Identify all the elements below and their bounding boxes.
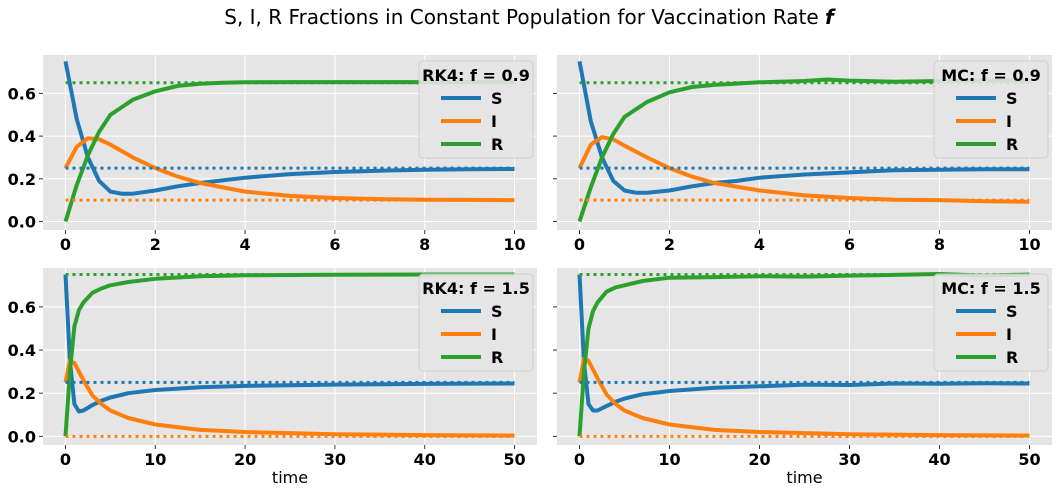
legend-label-R: R (491, 135, 503, 154)
legend-label-S: S (491, 302, 503, 321)
legend-label-R: R (1006, 348, 1018, 367)
legend: RK4: f = 1.5 SIR (418, 273, 534, 372)
legend-label-I: I (1006, 325, 1012, 344)
series-line-S (577, 61, 1030, 195)
x-tick-label: 6 (329, 235, 340, 254)
x-tick-label: 0 (574, 235, 585, 254)
subplot-4: 0 10 20 30 40 50 time MC: f = 1.5 SIR (553, 268, 1052, 487)
x-tick-label: 40 (928, 450, 950, 469)
legend-box (418, 60, 534, 159)
legend-label-I: I (1006, 112, 1012, 131)
y-tick-label: 0.6 (8, 84, 36, 103)
y-tick-label: 0.2 (8, 170, 36, 189)
x-tick-label: 40 (414, 450, 436, 469)
x-tick-label: 8 (934, 235, 945, 254)
legend-label-R: R (491, 348, 503, 367)
x-tick-label: 0 (574, 450, 585, 469)
x-tick-label: 8 (419, 235, 430, 254)
legend-label-I: I (491, 325, 497, 344)
legend-label-S: S (1006, 89, 1018, 108)
figure-title-symbol: f (825, 5, 836, 29)
y-tick-label: 0.4 (8, 341, 36, 360)
y-tick-label: 0.4 (8, 127, 36, 146)
legend-box (418, 273, 534, 372)
x-tick-label: 10 (503, 235, 525, 254)
y-tick-label: 0.2 (8, 384, 36, 403)
x-tick-label: 2 (150, 235, 161, 254)
x-tick-label: 2 (664, 235, 675, 254)
y-tick-label: 0.0 (8, 212, 36, 231)
subplot-2: 0 2 4 6 8 10 MC: f = 0.9 SIR (553, 55, 1052, 254)
legend-box (933, 60, 1049, 159)
series-line-I (63, 358, 515, 438)
legend-label-S: S (491, 89, 503, 108)
legend-title: MC: f = 0.9 (941, 66, 1040, 85)
subplot-3: 0 10 20 30 40 50 0.0 0.2 0.4 0.6 time RK4: f = 1.5 S… (8, 268, 537, 487)
x-tick-label: 4 (240, 235, 251, 254)
series-line-S (63, 61, 515, 196)
x-tick-label: 10 (144, 450, 166, 469)
legend-label-I: I (491, 112, 497, 131)
legend-box (933, 273, 1049, 372)
legend: MC: f = 0.9 SIR (933, 60, 1049, 159)
x-tick-label: 50 (1018, 450, 1040, 469)
legend: MC: f = 1.5 SIR (933, 273, 1049, 372)
legend-title: RK4: f = 1.5 (422, 279, 530, 298)
y-tick-label: 0.0 (8, 427, 36, 446)
series-line-S (63, 274, 515, 414)
legend-title: RK4: f = 0.9 (422, 66, 530, 85)
x-tick-label: 10 (1018, 235, 1040, 254)
figure-title-text: S, I, R Fractions in Constant Population… (224, 5, 825, 29)
x-axis-label: time (272, 468, 308, 487)
x-tick-label: 0 (60, 450, 71, 469)
x-tick-label: 0 (60, 235, 71, 254)
x-tick-label: 20 (748, 450, 770, 469)
x-tick-label: 30 (838, 450, 860, 469)
x-tick-label: 4 (754, 235, 765, 254)
y-tick-label: 0.6 (8, 298, 36, 317)
x-tick-label: 6 (844, 235, 855, 254)
legend-label-R: R (1006, 135, 1018, 154)
x-axis-label: time (786, 468, 822, 487)
x-tick-label: 50 (503, 450, 525, 469)
legend-title: MC: f = 1.5 (941, 279, 1040, 298)
series-line-I (577, 356, 1030, 438)
x-tick-label: 10 (658, 450, 680, 469)
legend-label-S: S (1006, 302, 1018, 321)
figure-title: S, I, R Fractions in Constant Population… (224, 5, 836, 29)
subplot-1: 0 2 4 6 8 10 0.0 0.2 0.4 0.6 RK4: f = 0.9 SIR (8, 55, 537, 254)
legend: RK4: f = 0.9 SIR (418, 60, 534, 159)
x-tick-label: 30 (324, 450, 346, 469)
x-tick-label: 20 (234, 450, 256, 469)
